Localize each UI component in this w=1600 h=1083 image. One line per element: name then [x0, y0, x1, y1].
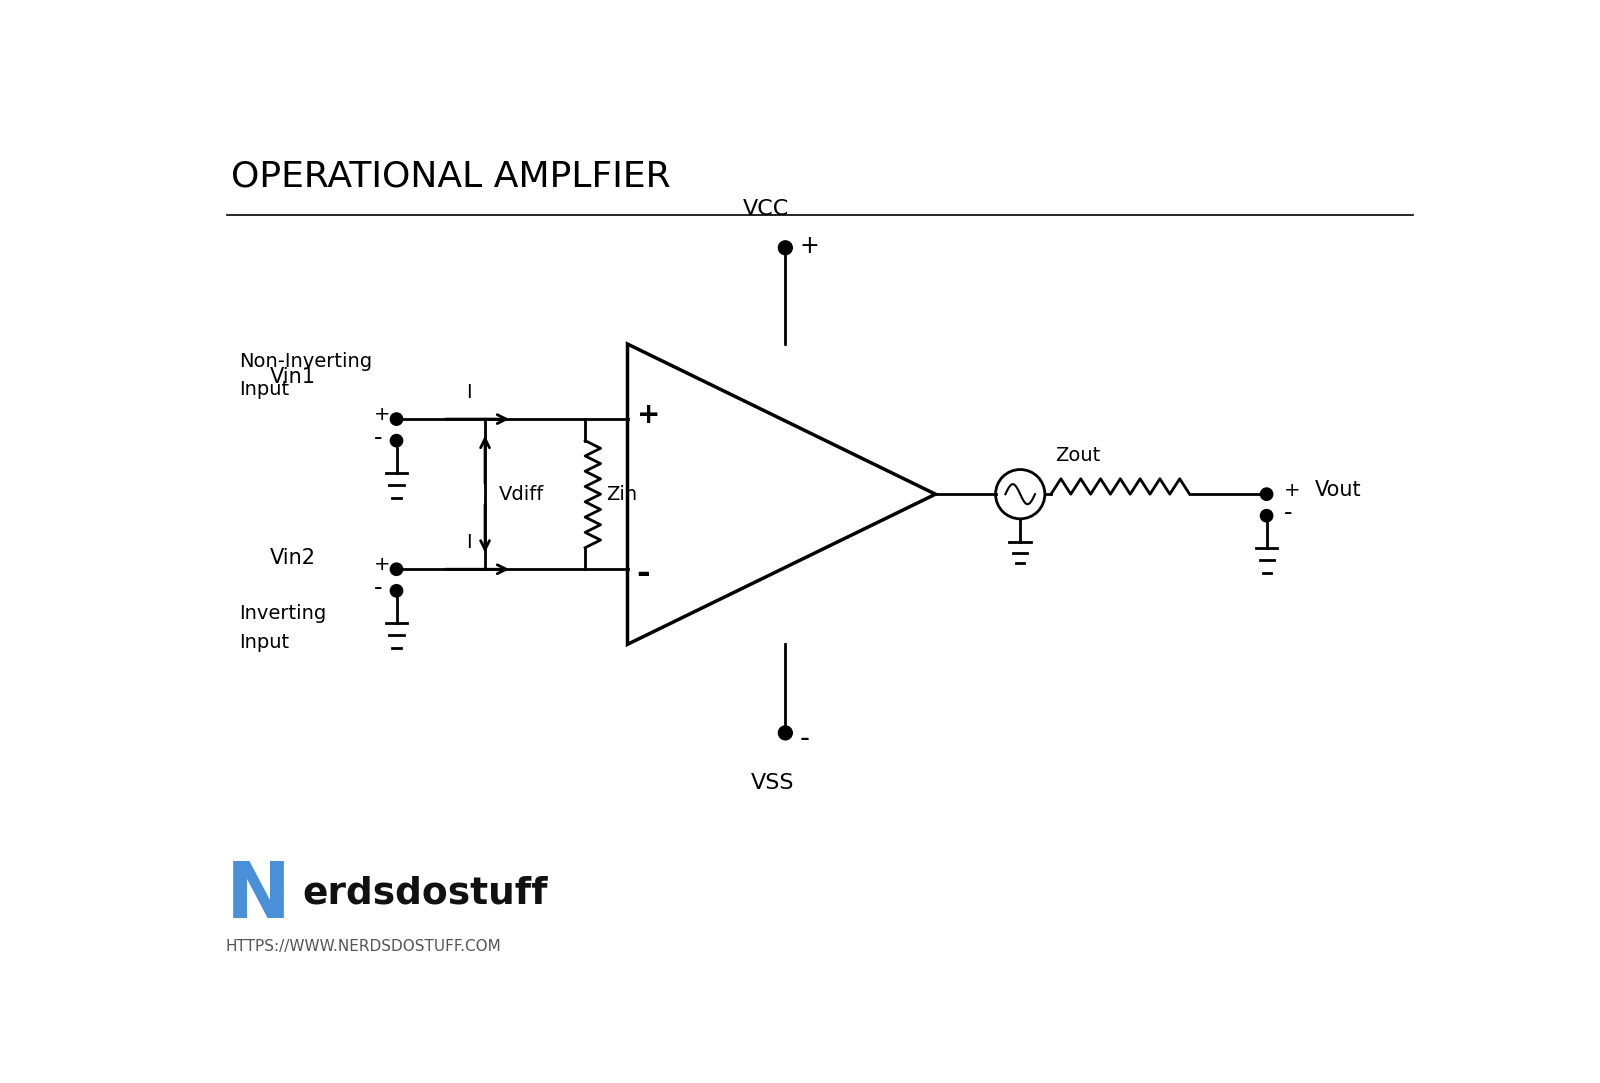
Text: OPERATIONAL AMPLFIER: OPERATIONAL AMPLFIER: [230, 159, 670, 193]
Text: I: I: [466, 533, 472, 552]
Text: Zout: Zout: [1054, 446, 1101, 465]
Text: -: -: [373, 426, 382, 449]
Circle shape: [779, 726, 792, 740]
Circle shape: [390, 413, 403, 426]
Text: Vdiff: Vdiff: [499, 485, 544, 504]
Text: HTTPS://WWW.NERDSDOSTUFF.COM: HTTPS://WWW.NERDSDOSTUFF.COM: [226, 939, 501, 954]
Circle shape: [779, 240, 792, 255]
Text: Vout: Vout: [1314, 481, 1362, 500]
Text: +: +: [373, 405, 390, 423]
Text: +: +: [373, 556, 390, 574]
Circle shape: [1261, 510, 1272, 522]
Text: Input: Input: [238, 380, 288, 400]
Text: +: +: [800, 234, 819, 258]
Text: Inverting: Inverting: [238, 604, 326, 624]
Circle shape: [390, 585, 403, 597]
Circle shape: [390, 563, 403, 575]
Text: VSS: VSS: [750, 773, 794, 793]
Circle shape: [390, 434, 403, 447]
Text: Input: Input: [238, 632, 288, 652]
Circle shape: [1261, 488, 1272, 500]
Text: Vin2: Vin2: [269, 548, 315, 567]
Text: +: +: [1283, 481, 1301, 500]
Text: +: +: [637, 401, 661, 429]
Text: -: -: [637, 557, 651, 589]
Text: -: -: [373, 576, 382, 600]
Text: -: -: [1283, 500, 1293, 524]
Text: I: I: [466, 383, 472, 402]
Text: Zin: Zin: [606, 485, 637, 504]
Text: erdsdostuff: erdsdostuff: [302, 875, 549, 911]
Text: N: N: [226, 858, 291, 935]
Text: Non-Inverting: Non-Inverting: [238, 352, 371, 370]
Text: VCC: VCC: [742, 198, 789, 219]
Text: Vin1: Vin1: [269, 367, 315, 387]
Text: -: -: [800, 725, 810, 753]
